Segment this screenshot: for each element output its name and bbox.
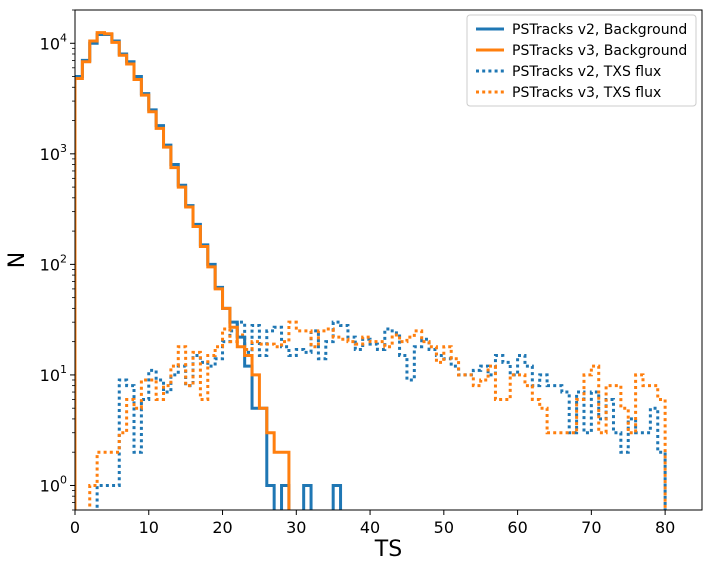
x-tick-label-6: 60 — [507, 518, 527, 537]
legend-label-0: PSTracks v2, Background — [512, 22, 687, 38]
y-tick-label-3: 103 — [40, 142, 67, 164]
x-tick-label-0: 0 — [70, 518, 80, 537]
legend-label-1: PSTracks v3, Background — [512, 43, 687, 59]
x-tick-label-5: 50 — [434, 518, 454, 537]
x-tick-label-3: 30 — [286, 518, 306, 537]
y-axis-label: N — [5, 252, 30, 268]
y-tick-label-0: 100 — [40, 473, 67, 495]
legend-label-2: PSTracks v2, TXS flux — [512, 64, 661, 80]
x-tick-label-4: 40 — [360, 518, 380, 537]
x-axis-label: TS — [374, 537, 402, 562]
axes-frame — [74, 9, 703, 511]
legend: PSTracks v2, Background PSTracks v3, Back… — [466, 14, 697, 107]
x-tick-label-7: 70 — [581, 518, 601, 537]
legend-label-3: PSTracks v3, TXS flux — [512, 85, 661, 101]
x-tick-label-1: 10 — [139, 518, 159, 537]
legend-box — [466, 14, 697, 107]
x-tick-label-2: 20 — [212, 518, 232, 537]
y-tick-label-2: 102 — [40, 252, 67, 274]
x-tick-label-8: 80 — [655, 518, 675, 537]
y-tick-label-4: 104 — [40, 31, 67, 53]
y-tick-label-1: 101 — [40, 363, 67, 385]
series-line-1 — [75, 31, 291, 510]
series-line-3 — [88, 320, 667, 510]
